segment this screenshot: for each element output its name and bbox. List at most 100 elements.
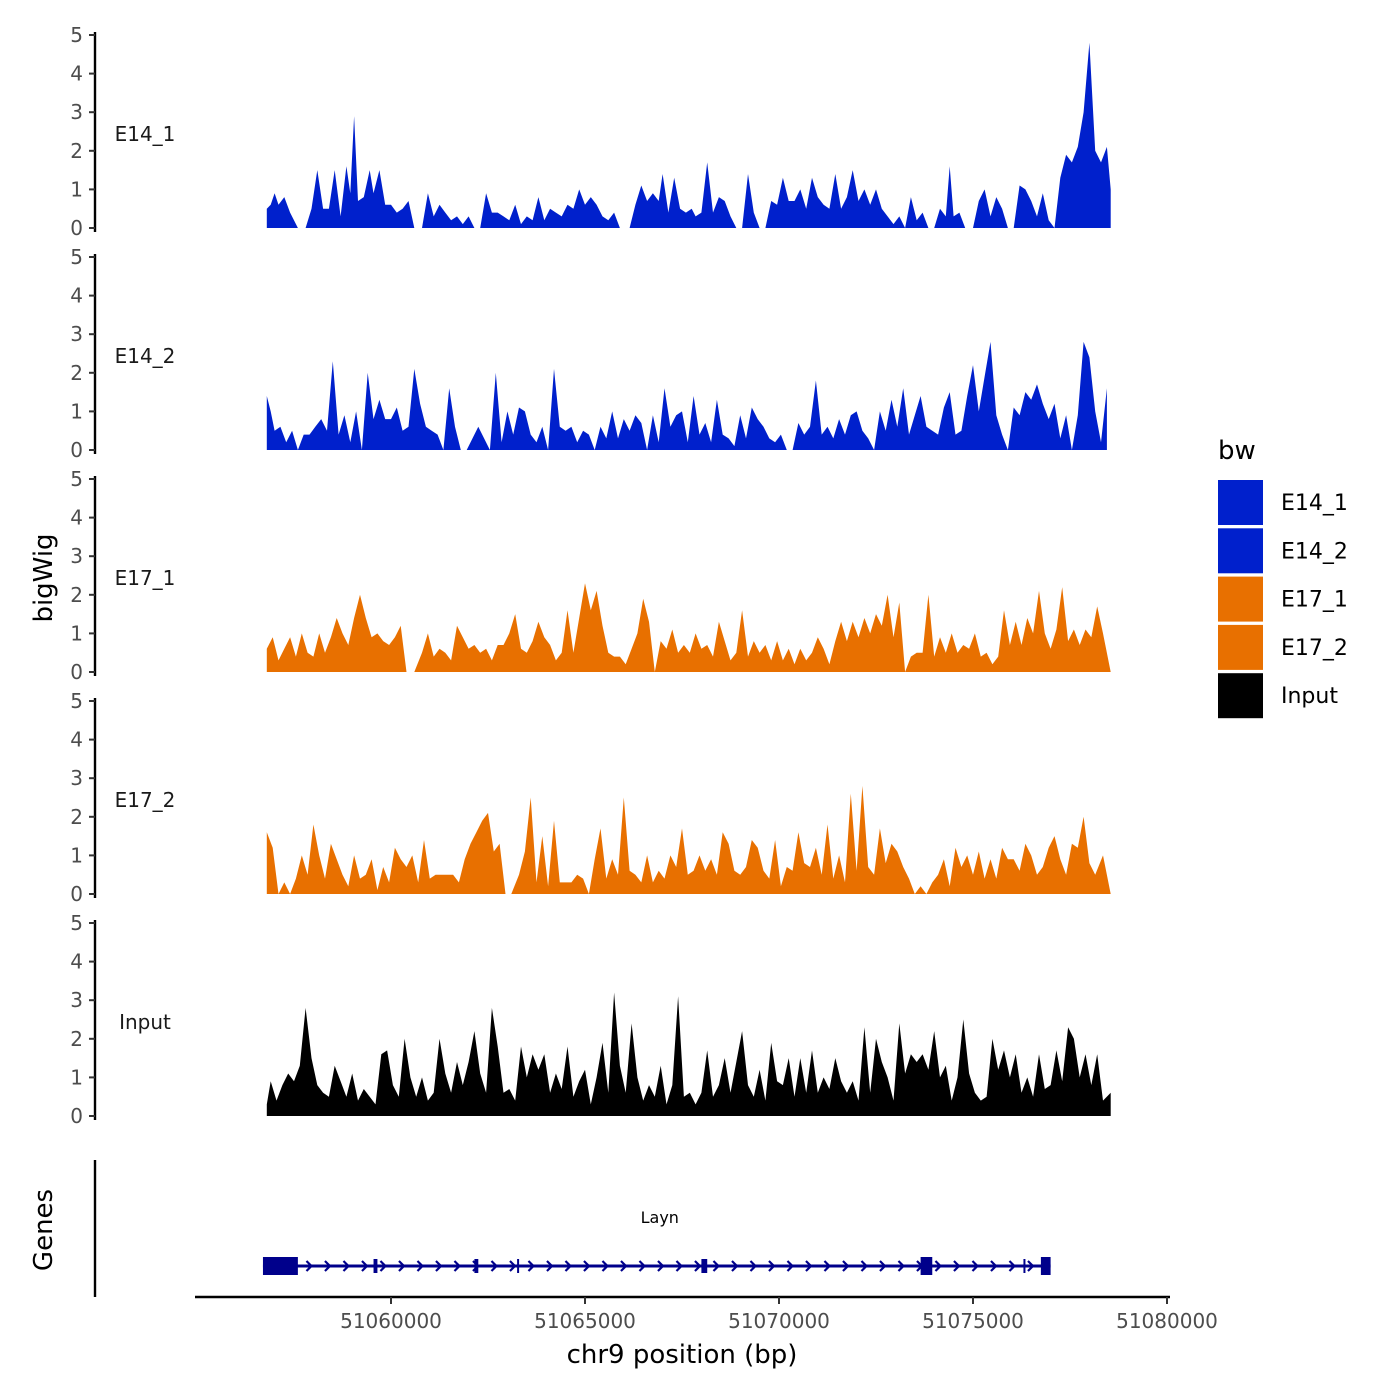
strand-arrow <box>990 1260 998 1272</box>
strand-arrow <box>657 1260 665 1272</box>
strand-arrow <box>749 1260 758 1272</box>
strand-arrow <box>638 1260 647 1272</box>
strand-arrow <box>897 1260 906 1272</box>
y-tick-label: 0 <box>70 216 83 240</box>
y-axis-title: bigWig <box>29 533 59 622</box>
strand-arrow <box>435 1260 443 1272</box>
strand-arrow <box>620 1260 628 1272</box>
strand-arrow <box>805 1260 813 1272</box>
strand-arrow <box>305 1260 314 1272</box>
y-tick-label: 5 <box>70 245 83 269</box>
x-axis-title: chr9 position (bp) <box>567 1340 798 1370</box>
legend-label: Input <box>1281 684 1338 709</box>
strand-arrow <box>342 1260 351 1272</box>
y-tick-label: 2 <box>70 805 83 829</box>
legend-label: E14_2 <box>1281 539 1348 564</box>
y-tick-label: 1 <box>70 399 83 423</box>
legend-swatch <box>1218 576 1263 622</box>
x-tick-label: 51080000 <box>1116 1309 1218 1333</box>
legend: E14_1 E14_2 E17_1 E17_2 Input <box>1218 480 1348 719</box>
y-tick-label: 2 <box>70 1027 83 1051</box>
y-tick-label: 3 <box>70 544 83 568</box>
x-axis: 51060000 51065000 51070000 51075000 51080000 <box>195 1295 1218 1333</box>
y-tick-label: 0 <box>70 438 83 462</box>
y-tick-label: 4 <box>70 950 83 974</box>
genes-panel: Layn <box>93 1160 1051 1297</box>
track-label: E17_2 <box>115 788 176 812</box>
strand-arrow <box>786 1260 795 1272</box>
y-tick-label: 0 <box>70 1104 83 1128</box>
strand-arrow <box>379 1260 388 1272</box>
legend-swatch <box>1218 624 1263 670</box>
track-e14-1: 0 1 2 3 4 5 E14_1 <box>70 23 1111 240</box>
y-tick-label: 0 <box>70 660 83 684</box>
track-e17-2: 0 1 2 3 4 5 E17_2 <box>70 689 1111 906</box>
x-tick-label: 51065000 <box>534 1309 636 1333</box>
y-tick-label: 4 <box>70 728 83 752</box>
gene-exon <box>373 1259 378 1273</box>
y-tick-label: 4 <box>70 62 83 86</box>
x-tick-label: 51075000 <box>922 1309 1024 1333</box>
strand-arrow <box>842 1260 850 1272</box>
gene-exon <box>1040 1257 1051 1275</box>
strand-arrow <box>1027 1260 1035 1272</box>
strand-arrow <box>601 1260 610 1272</box>
strand-arrow <box>879 1260 887 1272</box>
gene-label: Layn <box>641 1208 679 1227</box>
y-tick-label: 1 <box>70 621 83 645</box>
y-tick-label: 1 <box>70 843 83 867</box>
strand-arrow <box>509 1260 517 1272</box>
strand-arrow <box>398 1260 406 1272</box>
signal-area-e17-1 <box>266 583 1111 672</box>
gene-exon <box>1023 1259 1026 1273</box>
signal-area-input <box>266 992 1111 1116</box>
track-label: Input <box>119 1010 171 1034</box>
strand-arrow <box>546 1260 554 1272</box>
signal-area-e14-2 <box>266 341 1107 450</box>
strand-arrow <box>823 1260 832 1272</box>
track-e14-2: 0 1 2 3 4 5 E14_2 <box>70 245 1107 462</box>
track-e17-1: 0 1 2 3 4 5 E17_1 <box>70 467 1111 684</box>
gene-exon <box>474 1259 479 1273</box>
genes-axis-title: Genes <box>29 1189 59 1271</box>
legend-label: E17_1 <box>1281 588 1348 613</box>
y-tick-label: 5 <box>70 23 83 47</box>
track-label: E17_1 <box>115 566 176 590</box>
strand-arrow <box>416 1260 425 1272</box>
strand-arrow <box>694 1260 702 1272</box>
y-tick-label: 1 <box>70 177 83 201</box>
track-label: E14_1 <box>115 122 176 146</box>
gene-exon <box>701 1259 708 1273</box>
strand-arrow <box>490 1260 499 1272</box>
strand-arrow <box>324 1260 332 1272</box>
gene-exon <box>517 1259 520 1273</box>
legend-item-e14-1: E14_1 <box>1218 480 1348 525</box>
y-tick-label: 4 <box>70 284 83 308</box>
strand-arrow <box>361 1260 369 1272</box>
y-tick-label: 2 <box>70 361 83 385</box>
legend-swatch <box>1218 673 1263 719</box>
strand-arrow <box>1008 1260 1017 1272</box>
legend-label: E14_1 <box>1281 491 1348 516</box>
y-tick-label: 1 <box>70 1065 83 1089</box>
strand-arrow <box>768 1260 776 1272</box>
gene-layn: Layn <box>262 1208 1051 1275</box>
strand-arrow <box>675 1260 684 1272</box>
legend-label: E17_2 <box>1281 636 1348 661</box>
strand-arrow <box>712 1260 721 1272</box>
legend-item-input: Input <box>1218 673 1338 719</box>
legend-swatch <box>1218 528 1263 574</box>
signal-area-e14-1 <box>266 42 1111 229</box>
strand-arrow <box>953 1260 961 1272</box>
strand-arrow <box>731 1260 739 1272</box>
y-tick-label: 4 <box>70 506 83 530</box>
y-tick-label: 3 <box>70 322 83 346</box>
y-tick-label: 2 <box>70 139 83 163</box>
y-tick-label: 3 <box>70 766 83 790</box>
y-tick-label: 3 <box>70 100 83 124</box>
x-tick-label: 51070000 <box>728 1309 830 1333</box>
signal-tracks: 0 1 2 3 4 5 E14_1 0 1 2 3 4 5 E14_2 0 1 2 3 4 5 E17_1 0 1 2 3 4 5 E… <box>70 23 1111 1128</box>
strand-arrow <box>453 1260 462 1272</box>
signal-area-e17-2 <box>266 785 1111 894</box>
